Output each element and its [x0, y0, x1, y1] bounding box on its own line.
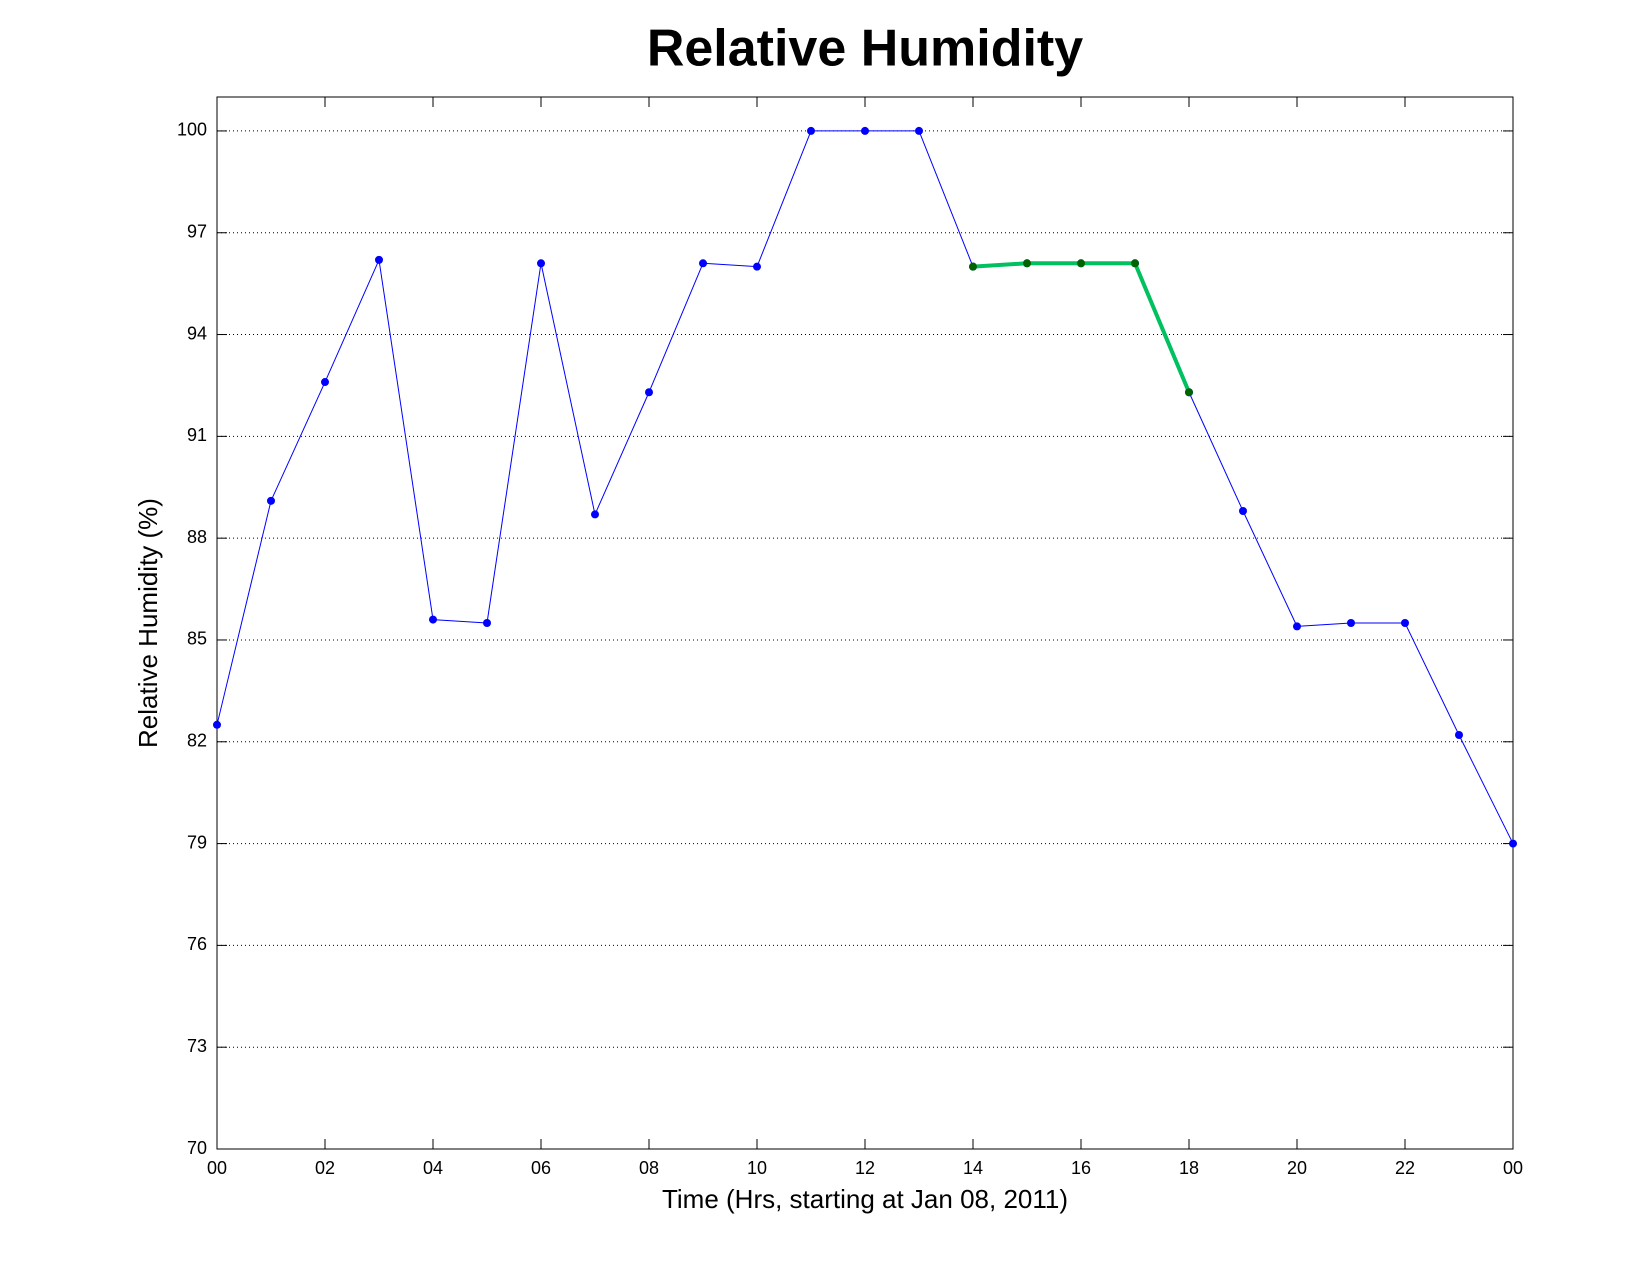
- point: [1023, 259, 1031, 268]
- x-tick-label: 08: [639, 1158, 659, 1178]
- x-tick-label: 12: [855, 1158, 875, 1178]
- point: [1455, 730, 1463, 739]
- x-tick-label: 04: [423, 1158, 443, 1178]
- y-tick-label: 76: [187, 934, 207, 954]
- point: [861, 126, 869, 135]
- y-tick-label: 82: [187, 731, 207, 751]
- x-axis-label: Time (Hrs, starting at Jan 08, 2011): [662, 1184, 1068, 1214]
- point: [321, 378, 329, 387]
- point: [1401, 619, 1409, 627]
- point: [537, 259, 545, 268]
- point: [1131, 259, 1139, 268]
- x-tick-label: 18: [1179, 1158, 1199, 1178]
- y-axis-label: Relative Humidity (%): [133, 498, 163, 748]
- y-tick-label: 70: [187, 1138, 207, 1158]
- y-tick-label: 94: [187, 323, 207, 343]
- x-tick-label: 16: [1071, 1158, 1091, 1178]
- y-tick-label: 73: [187, 1036, 207, 1056]
- y-tick-label: 100: [177, 120, 207, 140]
- point: [375, 255, 383, 264]
- point: [807, 126, 815, 135]
- point: [1509, 839, 1517, 848]
- point: [1077, 259, 1085, 268]
- point: [1347, 619, 1355, 627]
- y-tick-label: 79: [187, 832, 207, 852]
- point: [753, 262, 761, 271]
- chart-title: Relative Humidity: [647, 20, 1083, 78]
- point: [645, 388, 653, 397]
- point: [267, 496, 275, 505]
- x-tick-label: 22: [1395, 1158, 1415, 1178]
- x-tick-label: 00: [207, 1158, 227, 1178]
- x-tick-label: 10: [747, 1158, 767, 1178]
- point: [1293, 622, 1301, 631]
- point: [483, 619, 491, 627]
- y-tick-label: 91: [187, 425, 207, 445]
- x-tick-label: 20: [1287, 1158, 1307, 1178]
- y-tick-label: 85: [187, 629, 207, 649]
- x-tick-label: 06: [531, 1158, 551, 1178]
- point: [1185, 388, 1193, 397]
- point: [699, 259, 707, 268]
- point: [591, 510, 599, 519]
- plot-frame: [216, 96, 1514, 1150]
- x-tick-label: 02: [315, 1158, 335, 1178]
- x-tick-label: 14: [963, 1158, 983, 1178]
- y-tick-label: 88: [187, 527, 207, 547]
- point: [1239, 507, 1247, 516]
- point: [915, 126, 923, 135]
- y-tick-label: 97: [187, 221, 207, 241]
- x-tick-label: 00: [1503, 1158, 1523, 1178]
- point: [213, 720, 221, 729]
- point: [969, 262, 977, 271]
- point: [429, 615, 437, 624]
